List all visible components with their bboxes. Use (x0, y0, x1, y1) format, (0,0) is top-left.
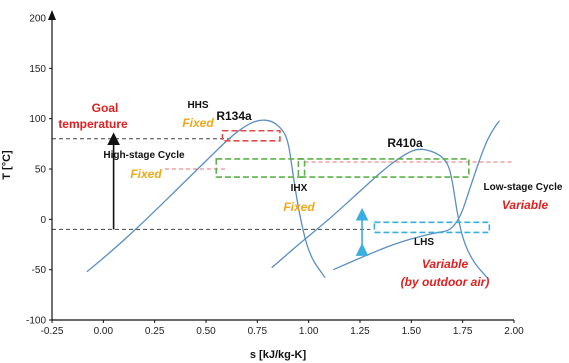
series-curve-3 (333, 120, 501, 271)
x-tick-label: 0.00 (94, 326, 114, 337)
low-stage-cycle-label: Low-stage Cycle (484, 182, 563, 193)
y-tick-label: 50 (35, 165, 47, 176)
r410a-label: R410a (387, 136, 423, 150)
ihx-label: IHX (291, 183, 308, 194)
lhs-outdoor-label: (by outdoor air) (401, 275, 490, 289)
x-tick-label: 1.25 (350, 326, 370, 337)
goal-label-line2: temperature (58, 117, 128, 131)
x-tick-label: 0.50 (196, 326, 216, 337)
y-tick-label: -100 (26, 316, 46, 327)
series-layer (86, 119, 501, 279)
goal-label-line1: Goal (92, 101, 119, 115)
cycle-layer (215, 129, 491, 234)
y-tick-label: 150 (29, 64, 46, 75)
x-tick-label: 0.75 (248, 326, 268, 337)
hhs-fixed-label: Fixed (182, 116, 214, 130)
x-tick-label: -0.25 (41, 326, 64, 337)
r134a-label: R134a (216, 109, 252, 123)
x-tick-label: 1.75 (453, 326, 473, 337)
cycle-low-stage-green (297, 158, 470, 178)
x-tick-label: 0.25 (145, 326, 165, 337)
arrow-layer (107, 132, 369, 256)
cycle-high-stage-green (215, 158, 306, 178)
tick-layer: -0.25 0.00 0.25 0.50 0.75 1.00 1.25 1.50 1.75 2.0… (26, 14, 524, 338)
y-tick-label: 100 (29, 114, 46, 125)
x-tick-label: 1.50 (402, 326, 422, 337)
ihx-fixed-label: Fixed (283, 200, 315, 214)
lhs-label: LHS (414, 237, 434, 248)
y-tick-label: 0 (40, 215, 46, 226)
series-r134a-curve (86, 119, 326, 279)
x-axis-title: s [kJ/kg-K] (250, 349, 307, 361)
lhs-variable-label: Variable (422, 257, 469, 271)
low-variable-label: Variable (502, 198, 549, 212)
y-tick-label: -50 (32, 265, 47, 276)
high-fixed-label: Fixed (130, 167, 162, 181)
series-r410a-curve (271, 148, 488, 279)
axis-layer (48, 10, 514, 321)
high-stage-cycle-label: High-stage Cycle (103, 150, 185, 161)
cycle-high-stage-red (221, 129, 281, 142)
y-axis-title: T [°C] (1, 150, 13, 180)
hhs-label: HHS (187, 100, 208, 111)
x-tick-label: 2.00 (504, 326, 524, 337)
y-tick-label: 200 (29, 14, 46, 25)
x-tick-label: 1.00 (299, 326, 319, 337)
cycle-low-stage-blue (373, 221, 491, 234)
